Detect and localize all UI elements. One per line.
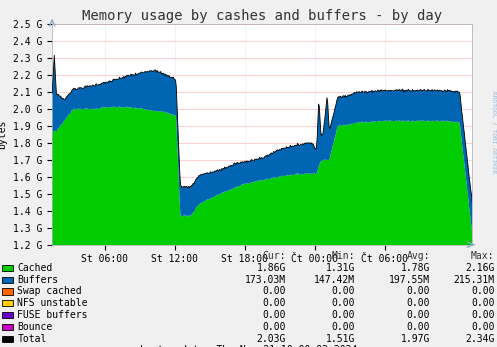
Text: 2.34G: 2.34G xyxy=(465,334,495,344)
Text: 0.00: 0.00 xyxy=(471,310,495,320)
Text: 1.51G: 1.51G xyxy=(326,334,355,344)
Text: NFS unstable: NFS unstable xyxy=(17,298,88,308)
Text: 1.97G: 1.97G xyxy=(401,334,430,344)
Text: 0.00: 0.00 xyxy=(407,287,430,296)
Text: 0.00: 0.00 xyxy=(407,322,430,332)
Text: FUSE buffers: FUSE buffers xyxy=(17,310,88,320)
Text: 0.00: 0.00 xyxy=(332,287,355,296)
Text: 215.31M: 215.31M xyxy=(453,275,495,285)
Text: 0.00: 0.00 xyxy=(471,322,495,332)
Title: Memory usage by cashes and buffers - by day: Memory usage by cashes and buffers - by … xyxy=(82,9,442,23)
Text: 197.55M: 197.55M xyxy=(389,275,430,285)
Text: Last update: Thu Nov 21 10:00:02 2024: Last update: Thu Nov 21 10:00:02 2024 xyxy=(140,346,357,347)
Text: 2.16G: 2.16G xyxy=(465,263,495,273)
Text: 0.00: 0.00 xyxy=(332,310,355,320)
Text: Cached: Cached xyxy=(17,263,53,273)
Text: Cur:: Cur: xyxy=(262,251,286,261)
Text: Bounce: Bounce xyxy=(17,322,53,332)
Text: 0.00: 0.00 xyxy=(262,322,286,332)
Y-axis label: bytes: bytes xyxy=(0,120,7,149)
Text: 0.00: 0.00 xyxy=(407,298,430,308)
Text: 1.31G: 1.31G xyxy=(326,263,355,273)
Text: 0.00: 0.00 xyxy=(471,298,495,308)
Text: 0.00: 0.00 xyxy=(332,298,355,308)
Text: 0.00: 0.00 xyxy=(262,298,286,308)
Text: 0.00: 0.00 xyxy=(332,322,355,332)
Text: 147.42M: 147.42M xyxy=(314,275,355,285)
Text: 1.78G: 1.78G xyxy=(401,263,430,273)
Text: Buffers: Buffers xyxy=(17,275,59,285)
Text: 0.00: 0.00 xyxy=(407,310,430,320)
Text: Swap cached: Swap cached xyxy=(17,287,82,296)
Text: Total: Total xyxy=(17,334,47,344)
Text: 0.00: 0.00 xyxy=(262,287,286,296)
Text: 173.03M: 173.03M xyxy=(245,275,286,285)
Text: Min:: Min: xyxy=(332,251,355,261)
Text: 1.86G: 1.86G xyxy=(256,263,286,273)
Text: RRDTOOL / TOBI OETIKER: RRDTOOL / TOBI OETIKER xyxy=(491,91,496,173)
Text: 0.00: 0.00 xyxy=(262,310,286,320)
Text: Avg:: Avg: xyxy=(407,251,430,261)
Text: 2.03G: 2.03G xyxy=(256,334,286,344)
Text: 0.00: 0.00 xyxy=(471,287,495,296)
Text: Max:: Max: xyxy=(471,251,495,261)
